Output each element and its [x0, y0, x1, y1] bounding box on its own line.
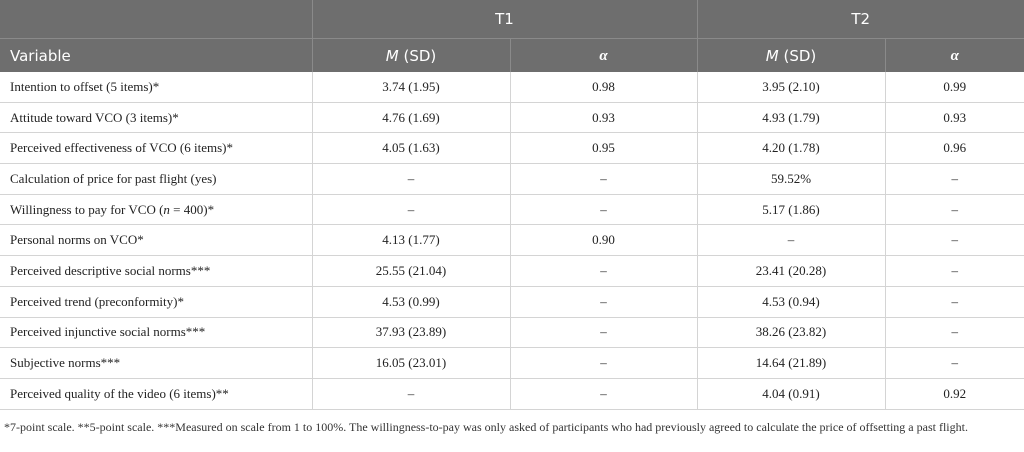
variable-cell: Personal norms on VCO* [0, 224, 312, 257]
table-row: Perceived trend (preconformity)* 4.53 (0.… [0, 286, 1024, 318]
variable-cell: Perceived trend (preconformity)* [0, 286, 312, 318]
value-cell: 4.13 (1.77) [311, 224, 510, 257]
variable-cell: Subjective norms*** [0, 347, 312, 379]
value-cell: – [884, 163, 1024, 195]
text-part: n [163, 201, 170, 217]
value-cell: – [509, 255, 697, 287]
text-part: α [950, 48, 959, 64]
group-header: T2 [696, 0, 1024, 39]
value-cell: – [311, 163, 510, 195]
value-cell: – [884, 255, 1024, 287]
value-cell: 3.74 (1.95) [311, 72, 510, 103]
variable-cell: Intention to offset (5 items)* [0, 72, 312, 103]
column-header: Variable [0, 38, 312, 72]
value-cell: 4.04 (0.91) [696, 378, 885, 410]
footnote: *7-point scale. **5-point scale. ***Meas… [4, 419, 968, 434]
text-part: Variable [10, 46, 71, 65]
text-part: Willingness to pay for VCO ( [10, 201, 164, 217]
value-cell: – [884, 317, 1024, 349]
text-part: (SD) [778, 46, 817, 65]
value-cell: 0.93 [884, 102, 1024, 134]
value-cell: – [509, 163, 697, 195]
value-cell: 23.41 (20.28) [696, 255, 885, 287]
value-cell: 0.90 [509, 224, 697, 257]
value-cell: 4.53 (0.99) [311, 286, 510, 318]
column-header: M (SD) [311, 38, 510, 72]
value-cell: 0.99 [884, 72, 1024, 103]
variable-cell: Perceived effectiveness of VCO (6 items)… [0, 132, 312, 165]
column-header: α [884, 38, 1024, 72]
table-row: Personal norms on VCO* 4.13 (1.77) 0.90– – [0, 224, 1024, 257]
value-cell: 5.17 (1.86) [696, 194, 885, 226]
value-cell: 0.98 [509, 72, 697, 103]
value-cell: 16.05 (23.01) [311, 347, 510, 379]
variable-cell: Calculation of price for past flight (ye… [0, 163, 312, 195]
data-table: T1 T2 Variable M (SD) α M (SD) α Intention t… [0, 0, 1024, 410]
value-cell: – [311, 194, 510, 226]
table-row: Perceived injunctive social norms*** 37.9… [0, 317, 1024, 349]
variable-cell: Perceived injunctive social norms*** [0, 317, 312, 349]
table-row: Calculation of price for past flight (ye… [0, 163, 1024, 195]
value-cell: – [884, 194, 1024, 226]
column-header: M (SD) [696, 38, 885, 72]
value-cell: 37.93 (23.89) [311, 317, 510, 349]
table-row: Subjective norms*** 16.05 (23.01) –14.64 (… [0, 347, 1024, 379]
variable-cell: Willingness to pay for VCO (n = 400)* [0, 194, 312, 226]
text-part: M [765, 46, 779, 65]
value-cell: 3.95 (2.10) [696, 72, 885, 103]
value-cell: 4.05 (1.63) [311, 132, 510, 165]
table-row: Perceived quality of the video (6 items)… [0, 378, 1024, 410]
value-cell: – [311, 378, 510, 410]
value-cell: 0.92 [884, 378, 1024, 410]
value-cell: – [509, 194, 697, 226]
value-cell: 14.64 (21.89) [696, 347, 885, 379]
value-cell: 0.93 [509, 102, 697, 134]
table-row: Intention to offset (5 items)* 3.74 (1.95… [0, 72, 1024, 103]
value-cell: – [696, 224, 885, 257]
value-cell: 59.52% [696, 163, 885, 195]
value-cell: 25.55 (21.04) [311, 255, 510, 287]
variable-cell: Perceived quality of the video (6 items)… [0, 378, 312, 410]
value-cell: 0.96 [884, 132, 1024, 165]
value-cell: 0.95 [509, 132, 697, 165]
text-part: α [599, 48, 608, 64]
variable-cell: Perceived descriptive social norms*** [0, 255, 312, 287]
value-cell: – [884, 224, 1024, 257]
table-row: Willingness to pay for VCO (n = 400)* – –5… [0, 194, 1024, 226]
column-header: α [509, 38, 697, 72]
value-cell: 38.26 (23.82) [696, 317, 885, 349]
header-cell [0, 0, 312, 39]
text-part: = 400)* [169, 201, 215, 217]
text-part: (SD) [398, 46, 437, 65]
table-row: Attitude toward VCO (3 items)* 4.76 (1.69… [0, 102, 1024, 134]
text-part: M [385, 46, 399, 65]
value-cell: 4.53 (0.94) [696, 286, 885, 318]
value-cell: 4.76 (1.69) [311, 102, 510, 134]
value-cell: – [509, 347, 697, 379]
table-row: Perceived descriptive social norms*** 25.… [0, 255, 1024, 287]
value-cell: 4.93 (1.79) [696, 102, 885, 134]
value-cell: – [509, 378, 697, 410]
value-cell: 4.20 (1.78) [696, 132, 885, 165]
table-row: Perceived effectiveness of VCO (6 items)… [0, 132, 1024, 165]
group-header: T1 [311, 0, 697, 39]
value-cell: – [509, 286, 697, 318]
value-cell: – [884, 286, 1024, 318]
value-cell: – [509, 317, 697, 349]
variable-cell: Attitude toward VCO (3 items)* [0, 102, 312, 134]
value-cell: – [884, 347, 1024, 379]
